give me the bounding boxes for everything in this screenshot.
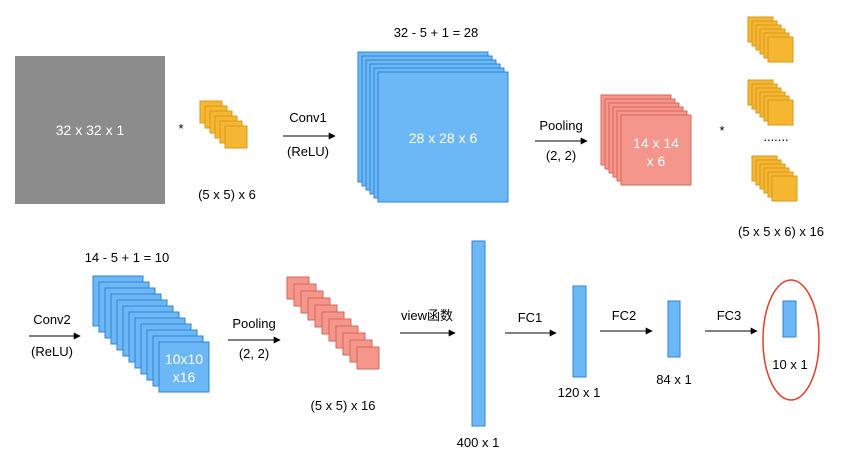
multiply-sign-1: * — [178, 121, 183, 136]
feature-map-stack-1 — [357, 51, 509, 203]
kernel-stack-2-bottom — [751, 155, 798, 202]
output-highlight-ellipse — [762, 279, 820, 401]
pooled-2-label: (5 x 5) x 16 — [310, 398, 375, 413]
pooled-stack-2 — [286, 276, 380, 370]
pooling-2-label: Pooling — [232, 316, 275, 331]
fc2-vector — [667, 300, 681, 358]
conv2-formula: 14 - 5 + 1 = 10 — [85, 250, 170, 265]
fc1-vector — [572, 285, 587, 378]
fc2-output-label: 84 x 1 — [656, 372, 691, 387]
fc2-label: FC2 — [612, 308, 637, 323]
pooling-2-size: (2, 2) — [239, 346, 269, 361]
kernel-stack-2-top — [747, 16, 794, 63]
kernel-2-label: (5 x 5 x 6) x 16 — [738, 224, 824, 239]
kernel-stack-2-middle — [747, 79, 794, 126]
pooled-1-label-line1: 14 x 14 — [633, 135, 679, 151]
kernel-stack-1 — [199, 100, 248, 149]
feature-map-2-label-line1: 10x10 — [165, 351, 203, 367]
view-label: view函数 — [401, 308, 453, 323]
flatten-vector — [471, 240, 486, 427]
feature-map-stack-2 — [92, 275, 210, 393]
conv1-activation: (ReLU) — [287, 144, 329, 159]
conv2-activation: (ReLU) — [31, 344, 73, 359]
feature-map-1-label: 28 x 28 x 6 — [409, 130, 478, 146]
flatten-label: 400 x 1 — [457, 435, 500, 450]
feature-map-2-label-line2: x16 — [173, 369, 196, 385]
input-label: 32 x 32 x 1 — [56, 122, 125, 138]
fc3-label: FC3 — [717, 308, 742, 323]
conv1-label: Conv1 — [289, 110, 327, 125]
kernel-stack-2-ellipsis: ....... — [763, 129, 788, 144]
kernel-1-label: (5 x 5) x 6 — [198, 187, 256, 202]
output-label: 10 x 1 — [772, 357, 807, 372]
fc1-output-label: 120 x 1 — [558, 385, 601, 400]
multiply-sign-2: * — [719, 123, 724, 138]
output-vector — [782, 300, 797, 338]
pooled-stack-1 — [600, 94, 692, 186]
pooling-1-label: Pooling — [539, 118, 582, 133]
pooled-1-label-line2: x 6 — [647, 153, 666, 169]
fc1-label: FC1 — [518, 310, 543, 325]
conv1-formula: 32 - 5 + 1 = 28 — [394, 25, 479, 40]
pooling-1-size: (2, 2) — [546, 148, 576, 163]
conv2-label: Conv2 — [33, 312, 71, 327]
input-image — [15, 56, 165, 204]
